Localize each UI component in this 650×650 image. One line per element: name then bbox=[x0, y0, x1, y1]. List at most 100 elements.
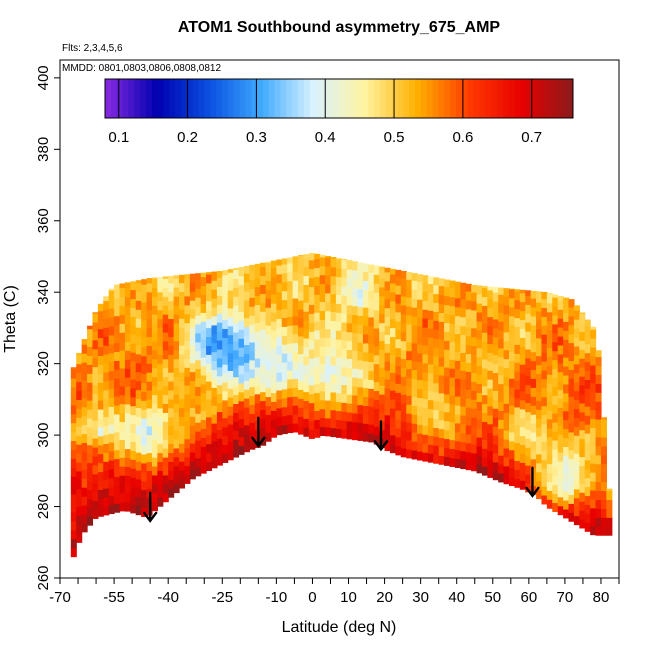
heatmap-cell bbox=[373, 372, 380, 383]
heatmap-cell bbox=[119, 457, 126, 467]
heatmap-cell bbox=[590, 400, 597, 411]
heatmap-cell bbox=[243, 326, 250, 337]
heatmap-cell bbox=[135, 282, 142, 292]
heatmap-cell bbox=[330, 257, 337, 268]
heatmap-cell bbox=[379, 402, 386, 413]
heatmap-cell bbox=[87, 355, 94, 365]
heatmap-cell bbox=[325, 364, 332, 374]
heatmap-cell bbox=[368, 397, 375, 407]
heatmap-cell bbox=[265, 378, 272, 389]
heatmap-cell bbox=[557, 296, 564, 301]
colorbar-swatch bbox=[157, 79, 164, 118]
x-axis-label: Latitude (deg N) bbox=[282, 619, 397, 636]
heatmap-cell bbox=[400, 322, 407, 333]
heatmap-cell bbox=[119, 412, 126, 423]
heatmap-cell bbox=[341, 304, 348, 314]
heatmap-cell bbox=[238, 409, 245, 420]
heatmap-cell bbox=[498, 365, 505, 376]
heatmap-cell bbox=[422, 327, 429, 337]
heatmap-cell bbox=[206, 282, 213, 293]
heatmap-cell bbox=[417, 334, 424, 345]
heatmap-cell bbox=[260, 266, 267, 277]
heatmap-cell bbox=[206, 390, 213, 400]
heatmap-cell bbox=[179, 443, 186, 453]
heatmap-cell bbox=[260, 262, 267, 268]
heatmap-cell bbox=[81, 522, 88, 533]
heatmap-cell bbox=[352, 350, 359, 360]
heatmap-cell bbox=[389, 443, 396, 454]
heatmap-cell bbox=[249, 264, 256, 272]
heatmap-cell bbox=[135, 487, 142, 498]
heatmap-cell bbox=[184, 402, 191, 413]
heatmap-cell bbox=[254, 322, 261, 332]
heatmap-cell bbox=[552, 448, 559, 459]
heatmap-cell bbox=[168, 470, 175, 480]
heatmap-cell bbox=[124, 341, 131, 351]
heatmap-cell bbox=[546, 365, 553, 375]
heatmap-cell bbox=[124, 332, 131, 342]
heatmap-cell bbox=[525, 331, 532, 341]
heatmap-cell bbox=[281, 299, 288, 310]
heatmap-cell bbox=[168, 327, 175, 337]
heatmap-cell bbox=[325, 355, 332, 365]
heatmap-cell bbox=[476, 338, 483, 349]
heatmap-cell bbox=[108, 486, 115, 497]
heatmap-cell bbox=[103, 452, 110, 462]
heatmap-cell bbox=[141, 328, 148, 339]
colorbar-swatch bbox=[239, 79, 246, 118]
heatmap-cell bbox=[433, 284, 440, 295]
heatmap-cell bbox=[124, 350, 131, 360]
heatmap-cell bbox=[189, 380, 196, 391]
heatmap-cell bbox=[606, 526, 613, 536]
heatmap-cell bbox=[465, 362, 472, 372]
heatmap-cell bbox=[162, 314, 169, 324]
heatmap-cell bbox=[124, 412, 131, 423]
heatmap-cell bbox=[87, 426, 94, 437]
heatmap-cell bbox=[595, 490, 602, 501]
heatmap-cell bbox=[238, 418, 245, 429]
heatmap-cell bbox=[265, 360, 272, 371]
heatmap-cell bbox=[162, 394, 169, 404]
heatmap-cell bbox=[114, 404, 121, 415]
heatmap-cell bbox=[552, 439, 559, 450]
heatmap-cell bbox=[233, 421, 240, 431]
heatmap-cell bbox=[76, 497, 83, 508]
heatmap-cell bbox=[541, 325, 548, 335]
heatmap-cell bbox=[189, 344, 196, 355]
heatmap-cell bbox=[211, 440, 218, 451]
heatmap-cell bbox=[162, 412, 169, 422]
heatmap-cell bbox=[530, 387, 537, 397]
heatmap-cell bbox=[362, 378, 369, 389]
heatmap-cell bbox=[157, 318, 164, 329]
heatmap-cell bbox=[211, 458, 218, 469]
heatmap-cell bbox=[379, 295, 386, 306]
heatmap-cell bbox=[314, 312, 321, 322]
heatmap-cell bbox=[606, 488, 613, 492]
heatmap-cell bbox=[454, 288, 461, 299]
heatmap-cell bbox=[454, 306, 461, 317]
heatmap-cell bbox=[460, 432, 467, 443]
heatmap-cell bbox=[465, 389, 472, 399]
heatmap-cell bbox=[141, 436, 148, 446]
heatmap-cell bbox=[422, 371, 429, 382]
heatmap-cell bbox=[157, 452, 164, 463]
heatmap-cell bbox=[568, 342, 575, 353]
heatmap-cell bbox=[314, 285, 321, 295]
heatmap-cell bbox=[519, 328, 526, 338]
heatmap-cell bbox=[536, 400, 543, 410]
heatmap-cell bbox=[384, 298, 391, 309]
heatmap-cell bbox=[546, 445, 553, 456]
heatmap-cell bbox=[103, 354, 110, 364]
heatmap-cell bbox=[352, 341, 359, 351]
heatmap-cell bbox=[541, 396, 548, 407]
heatmap-cell bbox=[487, 334, 494, 344]
heatmap-cell bbox=[92, 321, 99, 332]
heatmap-cell bbox=[92, 500, 99, 511]
heatmap-cell bbox=[276, 425, 283, 436]
heatmap-cell bbox=[335, 285, 342, 295]
heatmap-cell bbox=[151, 403, 158, 413]
heatmap-cell bbox=[525, 456, 532, 466]
heatmap-cell bbox=[303, 409, 310, 419]
heatmap-cell bbox=[216, 393, 223, 404]
heatmap-cell bbox=[406, 359, 413, 370]
